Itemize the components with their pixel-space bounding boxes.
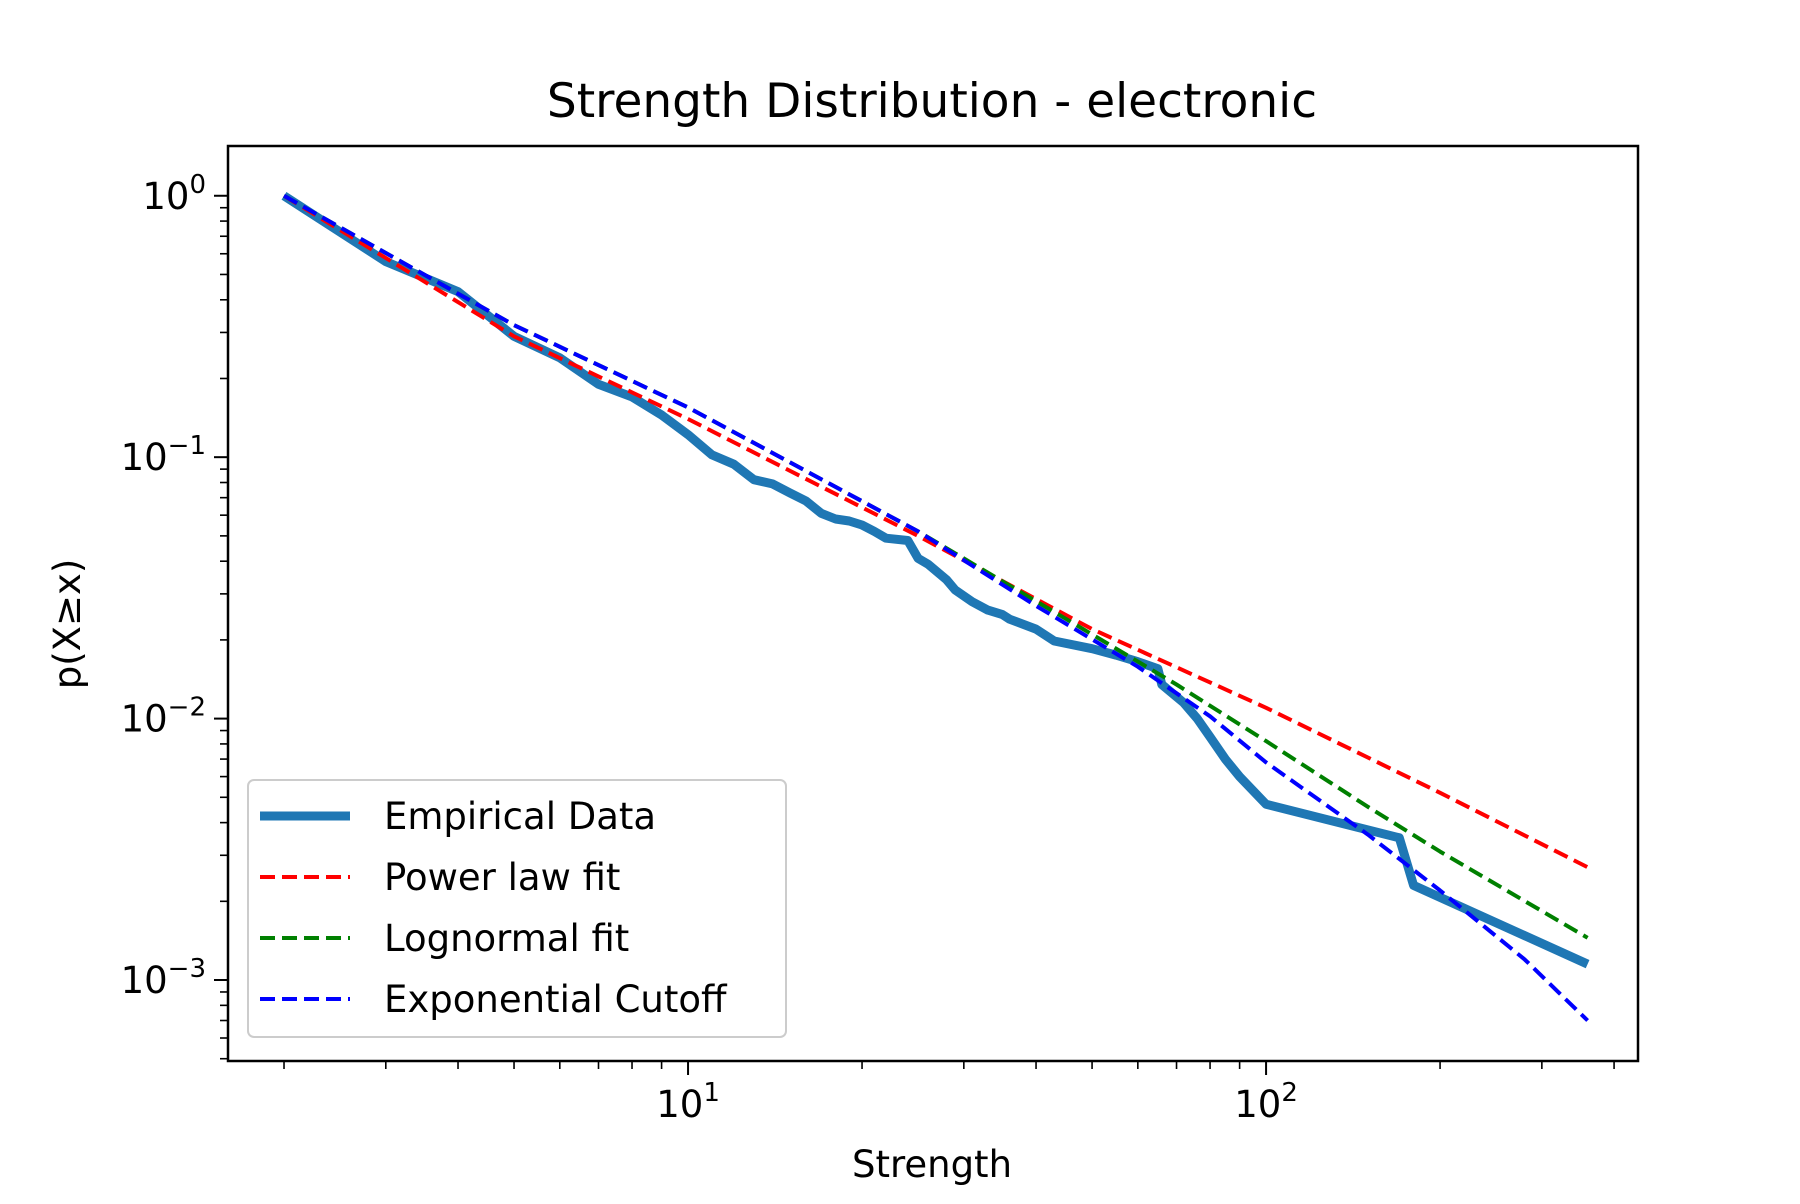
legend-label: Lognormal fit bbox=[384, 917, 629, 960]
y-tick-label-exponent: 0 bbox=[189, 170, 206, 200]
chart-title: Strength Distribution - electronic bbox=[547, 74, 1317, 129]
x-tick-label: 102 bbox=[1234, 1078, 1298, 1126]
x-axis-ticks: 101 102 bbox=[283, 1061, 1615, 1126]
x-tick-label-base: 10 bbox=[1234, 1083, 1281, 1126]
x-tick-label-exponent: 2 bbox=[1281, 1078, 1298, 1108]
x-tick-label-base: 10 bbox=[656, 1083, 703, 1126]
legend-label: Power law fit bbox=[384, 856, 620, 899]
y-tick-label: 100 bbox=[142, 170, 206, 218]
y-tick-label-base: 10 bbox=[121, 698, 168, 741]
y-tick-label: 10−3 bbox=[121, 954, 206, 1002]
y-tick-label-base: 10 bbox=[121, 436, 168, 479]
series-line-exponential-cutoff bbox=[283, 194, 1589, 1022]
y-tick-label: 10−1 bbox=[121, 431, 206, 479]
legend-label: Exponential Cutoff bbox=[384, 978, 728, 1021]
plot-frame bbox=[226, 144, 1640, 1063]
x-tick-label: 101 bbox=[656, 1078, 720, 1126]
x-axis-label: Strength bbox=[852, 1143, 1012, 1186]
y-tick-label-base: 10 bbox=[121, 959, 168, 1002]
y-tick-label-exponent: −1 bbox=[168, 431, 206, 461]
y-tick-label-exponent: −2 bbox=[168, 693, 206, 723]
y-axis-label: p(X≥x) bbox=[46, 559, 89, 690]
x-tick-label-exponent: 1 bbox=[703, 1078, 720, 1108]
legend-label: Empirical Data bbox=[384, 795, 656, 838]
y-tick-label-base: 10 bbox=[142, 175, 189, 218]
y-tick-label-exponent: −3 bbox=[168, 954, 206, 984]
series-line-empirical-data bbox=[281, 192, 1590, 969]
series-lines bbox=[281, 192, 1590, 1022]
legend-box bbox=[247, 779, 787, 1038]
plot-area bbox=[281, 192, 1590, 1022]
y-tick-label: 10−2 bbox=[121, 693, 206, 741]
legend: Empirical Data Power law fit Lognormal fit… bbox=[247, 779, 787, 1038]
